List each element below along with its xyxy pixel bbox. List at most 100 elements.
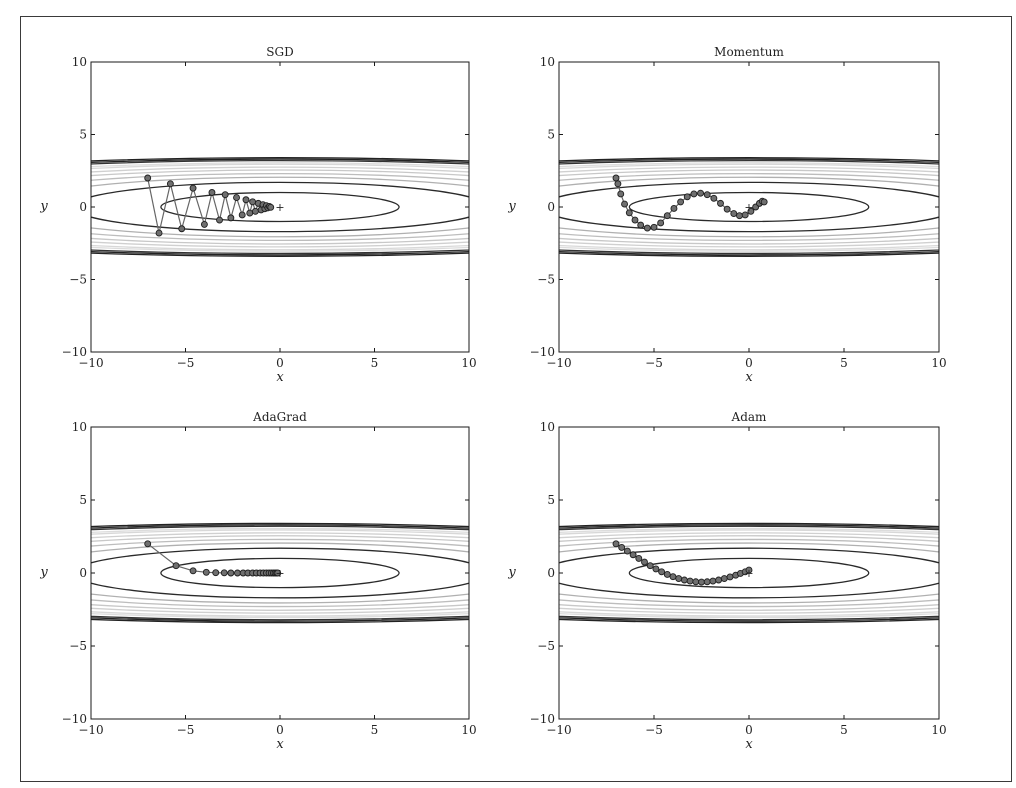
contour-level-5 [91,535,469,611]
chart-title: Momentum [714,45,784,59]
path-point-15 [697,189,704,197]
path-point-7 [234,569,241,577]
contour-level-11 [91,522,469,624]
x-tick-label: 10 [461,356,476,370]
contour-level-8 [559,162,939,252]
path-point-12 [677,198,685,206]
y-axis-label: y [507,565,516,580]
contour-level-8 [91,162,469,252]
path-point-20 [274,569,282,577]
path-point-14 [690,190,698,198]
contour-level-10 [91,524,469,622]
path-point-0 [144,174,152,182]
path-point-19 [720,575,728,582]
contour-level-7 [559,529,939,617]
contour-level-2 [559,181,939,233]
y-tick-label: 0 [79,566,87,580]
minimum-marker: + [744,201,753,214]
chart-sgd: + −10−10 −5 −5 0 0 5 5 10 10 SGD x y [39,45,476,385]
chart-title: AdaGrad [252,410,307,424]
path-point-8 [650,223,658,231]
contour-level-4 [91,173,469,241]
path-point-8 [658,568,666,576]
x-tick-label: 10 [931,356,946,370]
contour-level-2 [559,547,939,599]
chart-adam: + −10−10 −5 −5 0 0 5 5 10 10 Adam x y [507,410,946,752]
path-point-27 [760,198,768,206]
contour-level-10 [91,158,469,256]
chart-title: SGD [266,45,293,59]
minimum-marker: + [275,567,284,580]
contour-level-4 [559,173,939,241]
path-point-0 [612,540,620,548]
x-axis-label: x [745,737,753,752]
y-tick-label: −5 [69,639,87,653]
path-point-20 [726,573,734,581]
x-tick-label: 5 [840,356,848,370]
path-point-4 [635,554,643,562]
x-tick-label: 5 [371,723,379,737]
contour-lines [559,157,939,257]
path-point-7 [216,216,223,224]
x-tick-label: −10 [78,356,103,370]
path-point-14 [692,578,700,586]
y-tick-label: 10 [72,55,87,69]
path-point-9 [657,219,665,227]
contour-level-5 [91,169,469,245]
contour-level-7 [91,529,469,617]
path-point-11 [675,575,683,582]
contour-level-7 [91,163,469,251]
y-axis-label: y [507,199,516,214]
chart-momentum: + −10−10 −5 −5 0 0 5 5 10 10 Momentum x y [507,45,946,385]
contour-level-5 [559,169,939,245]
path-point-11 [670,204,678,212]
x-tick-label: −10 [546,723,571,737]
y-axis-label: y [39,565,48,580]
y-tick-label: −10 [530,712,555,726]
contour-level-4 [559,538,939,608]
x-tick-label: 10 [461,723,476,737]
x-tick-label: 0 [276,356,284,370]
path-point-23 [267,203,275,211]
x-axis-label: x [745,370,753,385]
contour-level-6 [91,166,469,248]
y-tick-label: −10 [530,345,555,359]
path-point-23 [747,207,755,215]
x-tick-label: 0 [745,356,753,370]
x-tick-label: −10 [546,356,571,370]
x-tick-label: 0 [276,723,284,737]
contour-level-11 [559,157,939,257]
x-tick-label: −5 [177,723,195,737]
path-point-3 [629,551,637,559]
y-tick-label: 10 [540,420,555,434]
path-point-5 [631,216,639,224]
path-point-15 [251,207,259,215]
x-tick-label: 5 [840,723,848,737]
contour-level-7 [559,163,939,251]
path-point-7 [652,565,660,573]
path-point-10 [669,573,677,581]
x-tick-label: −10 [78,723,103,737]
x-axis-label: x [276,737,284,752]
path-point-18 [715,576,723,584]
y-tick-label: 5 [79,493,87,507]
y-tick-label: −10 [62,712,87,726]
contour-level-4 [91,538,469,608]
y-tick-label: 5 [79,128,87,142]
path-point-10 [233,194,240,202]
path-point-5 [200,220,208,228]
contour-level-8 [91,527,469,619]
path-point-13 [683,193,691,201]
y-tick-label: 10 [540,55,555,69]
path-point-22 [741,211,749,219]
path-point-18 [717,199,724,207]
y-tick-label: −10 [62,345,87,359]
contour-level-6 [559,532,939,614]
path-point-3 [621,200,628,208]
path-point-2 [617,190,625,198]
contour-level-3 [559,176,939,238]
contour-lines [91,157,469,257]
contour-level-11 [559,522,939,624]
path-point-1 [618,544,626,551]
contour-level-1 [160,557,400,589]
